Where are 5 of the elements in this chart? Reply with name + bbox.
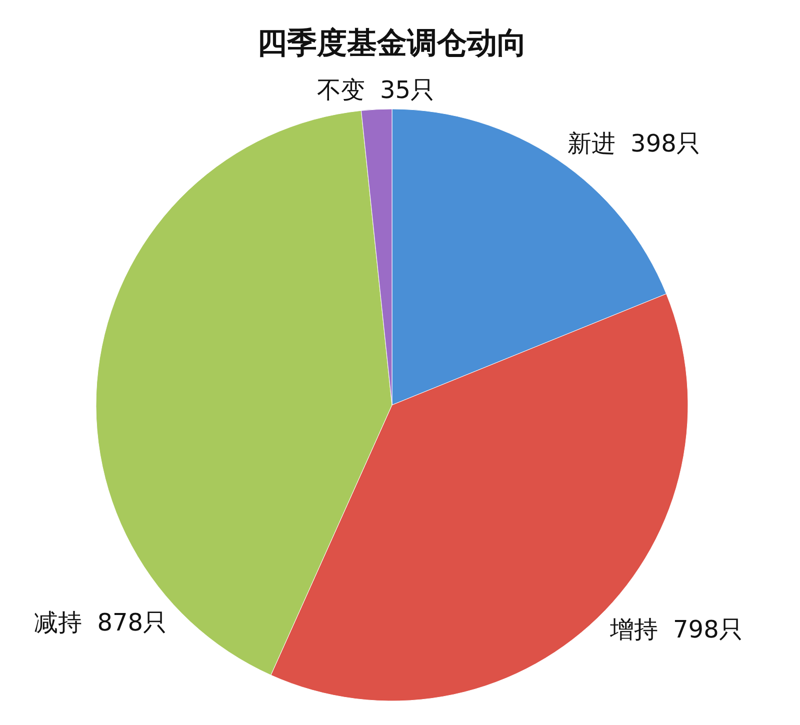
slice-label: 新进 398只: [567, 129, 700, 158]
slice-label: 减持 878只: [34, 608, 168, 636]
slice-label: 不变 35只: [316, 76, 435, 104]
chart-title: 四季度基金调仓动向: [257, 26, 527, 61]
slice-label: 增持 798只: [608, 615, 743, 644]
